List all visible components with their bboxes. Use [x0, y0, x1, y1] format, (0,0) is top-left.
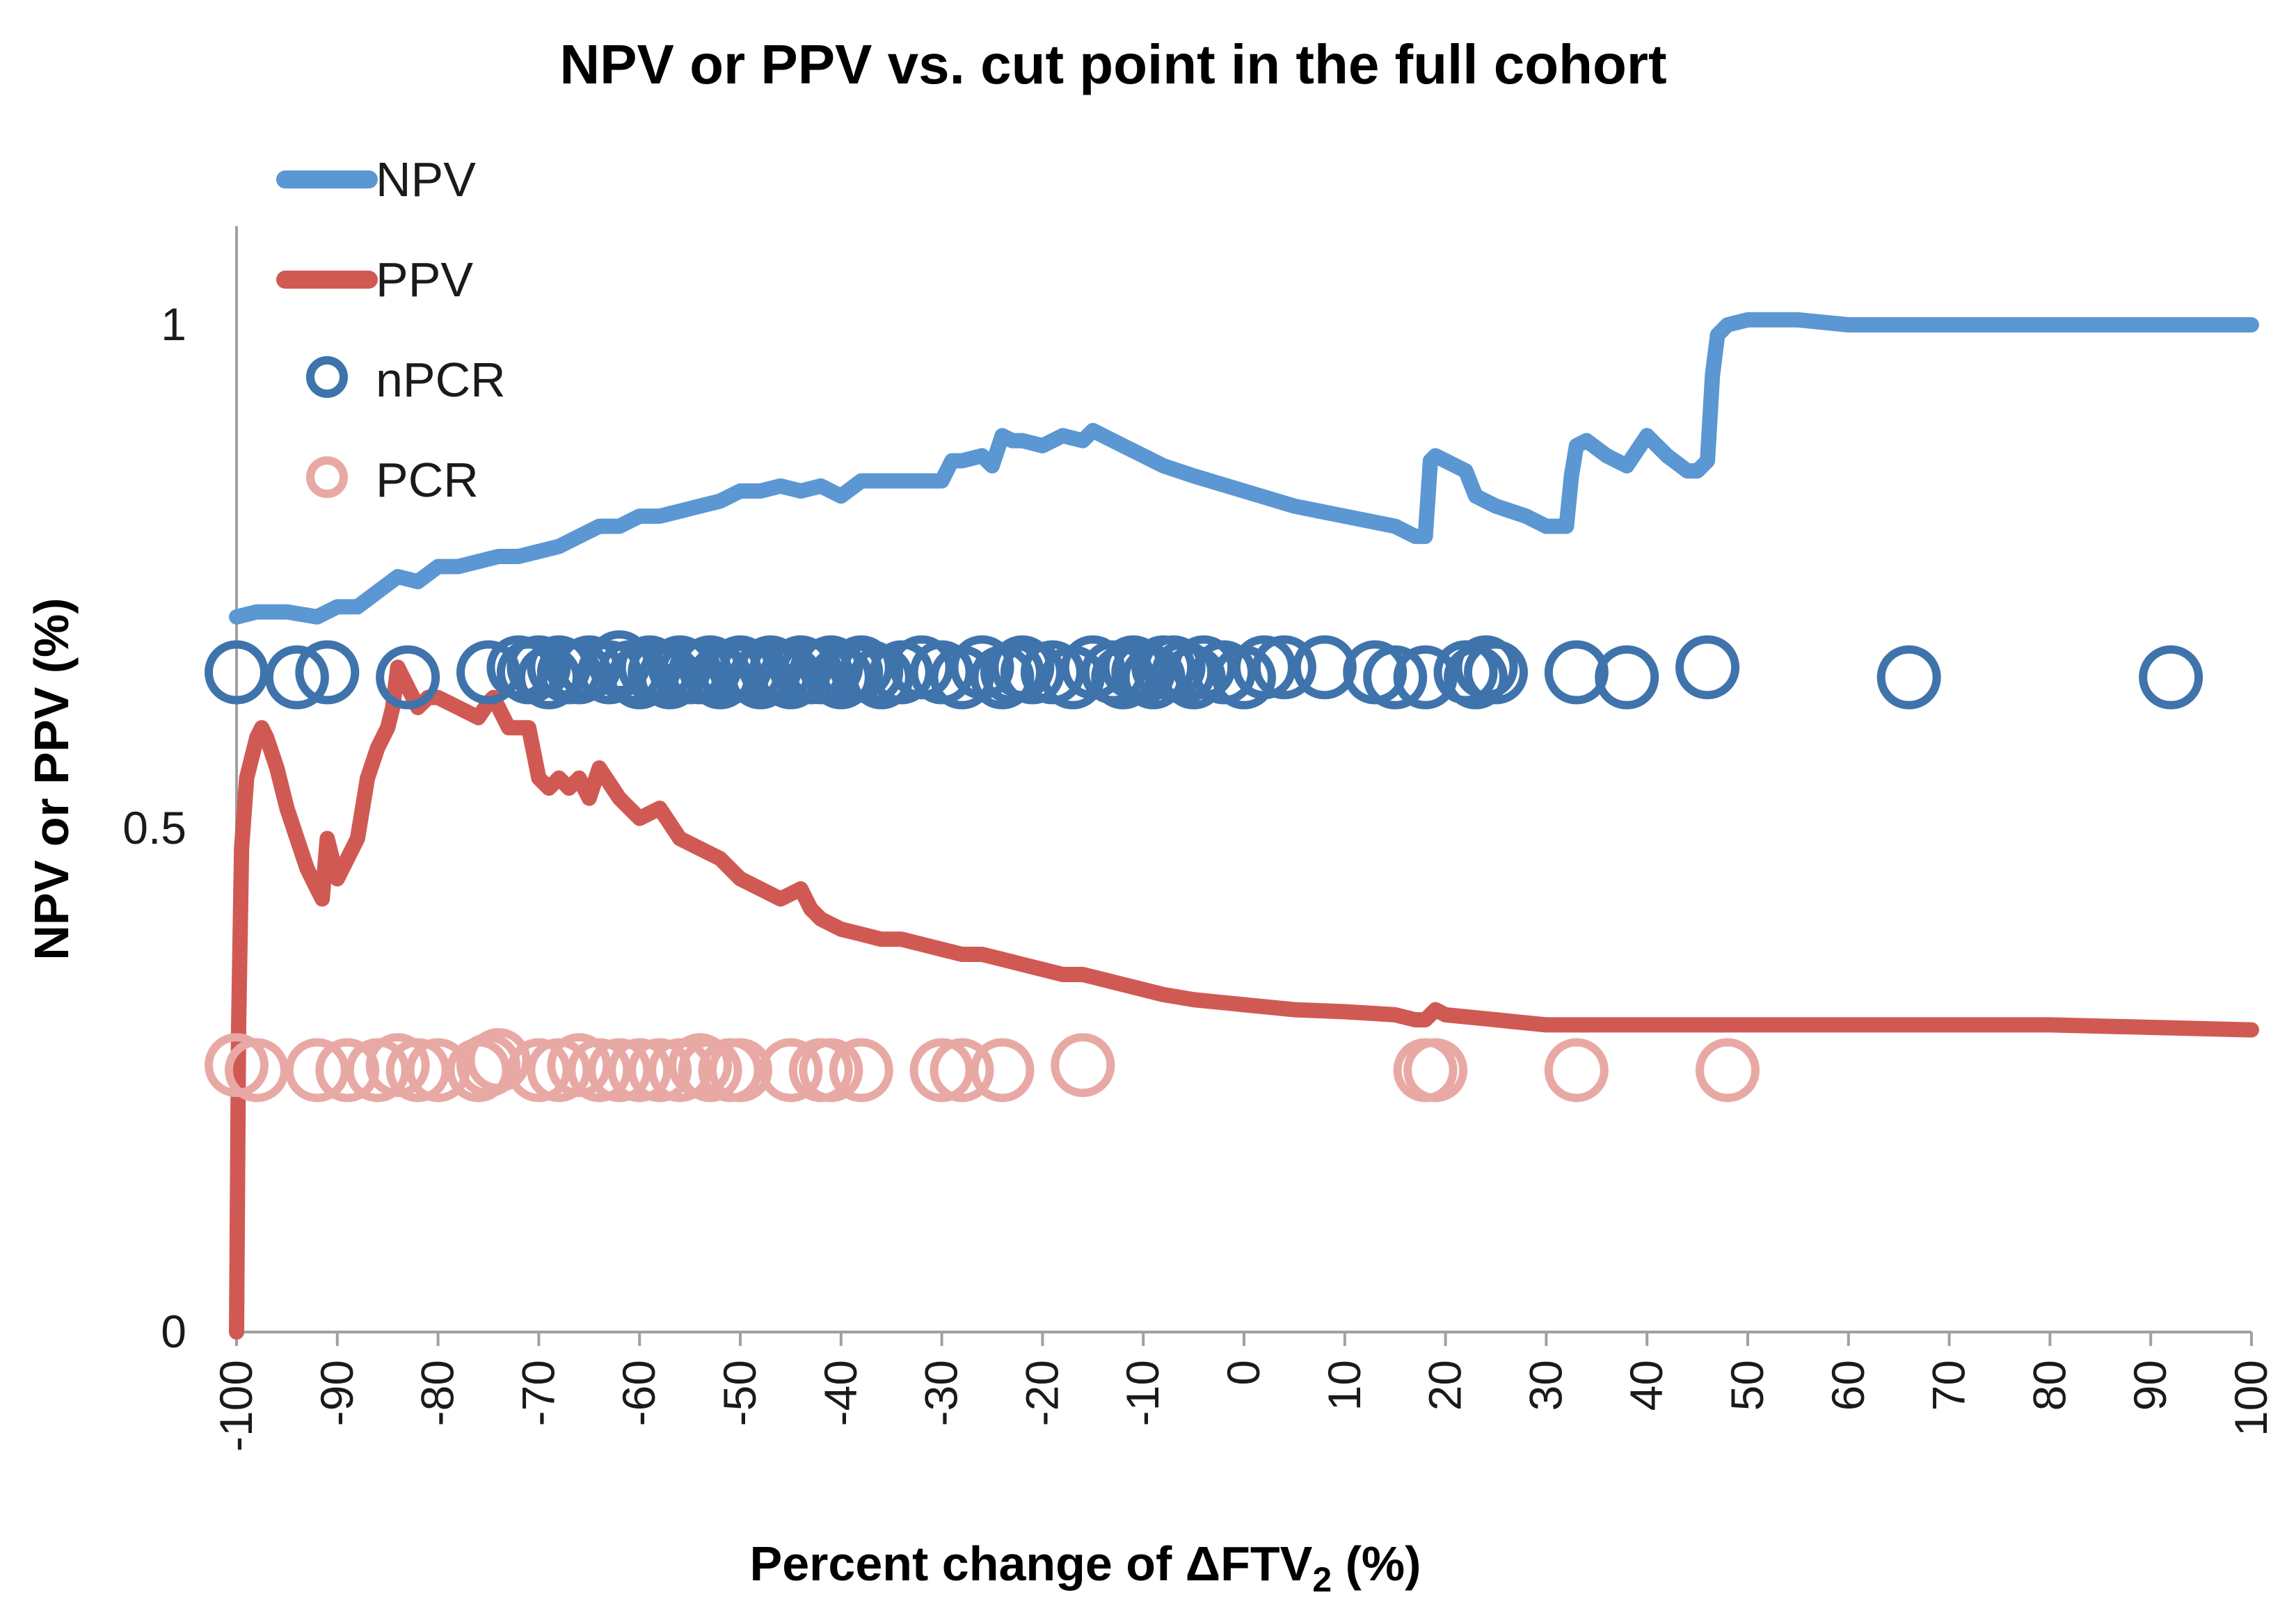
x-axis-title-main: Percent change of ΔFTV [750, 1537, 1313, 1591]
x-tick-label: -10 [1117, 1360, 1168, 1426]
x-tick-label: -80 [412, 1360, 463, 1426]
pcr-point [909, 1038, 974, 1102]
pcr-point [507, 1038, 571, 1102]
npcr-point [1464, 640, 1528, 705]
x-axis-title: Percent change of ΔFTV2 (%) [750, 1537, 1421, 1599]
series-lines [229, 312, 2259, 1340]
npcr-point [577, 640, 641, 705]
x-tick-label: -90 [311, 1360, 362, 1426]
pcr-legend-label: PCR [376, 453, 479, 507]
pcr-point [1544, 1038, 1609, 1102]
x-tick-label: 20 [1419, 1360, 1471, 1411]
npcr-point [1595, 645, 1659, 709]
npcr-point [295, 640, 360, 705]
npcr-point [376, 645, 440, 709]
npcr-legend-label: nPCR [376, 353, 506, 407]
npcr-point [1876, 645, 1941, 709]
y-axis-title: NPV or PPV (%) [24, 598, 79, 960]
pcr-point [799, 1038, 863, 1102]
npcr-point [205, 640, 269, 705]
chart-title: NPV or PPV vs. cut point in the full coh… [559, 33, 1666, 95]
npcr-point [2139, 645, 2203, 709]
pcr-point [930, 1038, 994, 1102]
npv-legend-label: NPV [376, 152, 476, 207]
pcr-point [1403, 1038, 1468, 1102]
pcr-point [466, 1028, 531, 1093]
x-tick-label: -50 [714, 1360, 765, 1426]
x-tick-label: 80 [2023, 1360, 2075, 1411]
pcr-point [970, 1038, 1035, 1102]
npcr-point [1231, 635, 1296, 700]
npcr-point [1544, 640, 1609, 705]
x-tick-label: 30 [1520, 1360, 1571, 1411]
y-tick-label: 0 [161, 1306, 186, 1357]
pcr-point [587, 1038, 652, 1102]
pcr-point [628, 1038, 692, 1102]
legend: NPV PPV nPCR PCR [276, 152, 506, 507]
x-axis-title-subscript: 2 [1312, 1560, 1332, 1599]
npcr-point [1161, 645, 1226, 709]
ppv-series-line [229, 659, 2259, 1340]
x-tick-label: 10 [1318, 1360, 1370, 1411]
pcr-point [285, 1038, 349, 1102]
pcr-point [708, 1038, 772, 1102]
npv-series-line [229, 312, 2259, 625]
pcr-point [406, 1038, 470, 1102]
x-tick-label: 70 [1923, 1360, 1975, 1411]
npcr-point [1675, 635, 1740, 700]
x-tick-label: -40 [815, 1360, 866, 1426]
x-tick-label: 40 [1620, 1360, 1672, 1411]
series-points [205, 630, 2203, 1102]
pcr-point [607, 1038, 672, 1102]
npcr-point [1393, 645, 1458, 709]
pcr-point [385, 1038, 450, 1102]
pcr-point [315, 1038, 380, 1102]
x-tick-label: 0 [1218, 1360, 1269, 1386]
x-tick-label: -100 [210, 1360, 262, 1452]
y-ticks: 00.51 [122, 298, 186, 1357]
y-tick-label: 1 [161, 298, 186, 350]
x-axis-title-suffix: (%) [1332, 1537, 1421, 1591]
x-tick-label: -60 [613, 1360, 664, 1426]
pcr-point [678, 1038, 742, 1102]
x-tick-label: -20 [1016, 1360, 1067, 1426]
x-tick-label: 100 [2225, 1360, 2277, 1436]
npcr-point [1292, 635, 1357, 700]
npcr-point [264, 645, 329, 709]
x-tick-label: 50 [1721, 1360, 1773, 1411]
pcr-point [1051, 1033, 1115, 1098]
pcr-point [829, 1038, 893, 1102]
pcr-legend-swatch [306, 456, 348, 498]
pcr-point [567, 1038, 632, 1102]
ppv-legend-label: PPV [376, 252, 473, 307]
npcr-point [507, 635, 571, 700]
y-tick-label: 0.5 [122, 802, 186, 853]
npcr-point [1000, 640, 1065, 705]
npcr-point [1363, 645, 1428, 709]
pcr-point [1696, 1038, 1760, 1102]
x-tick-label: 90 [2124, 1360, 2176, 1411]
x-tick-label: -70 [512, 1360, 564, 1426]
npcr-legend-swatch [306, 356, 348, 398]
npcr-point [1252, 635, 1316, 700]
npcr-point [456, 640, 520, 705]
x-ticks: -100 -90 -80 -70 -60 -50 -40 -30 -20 -10 0 10 20 30 40… [210, 1332, 2277, 1452]
pcr-point [758, 1038, 823, 1102]
x-tick-label: -30 [916, 1360, 967, 1426]
x-tick-label: 60 [1822, 1360, 1874, 1411]
pcr-point [224, 1038, 289, 1102]
